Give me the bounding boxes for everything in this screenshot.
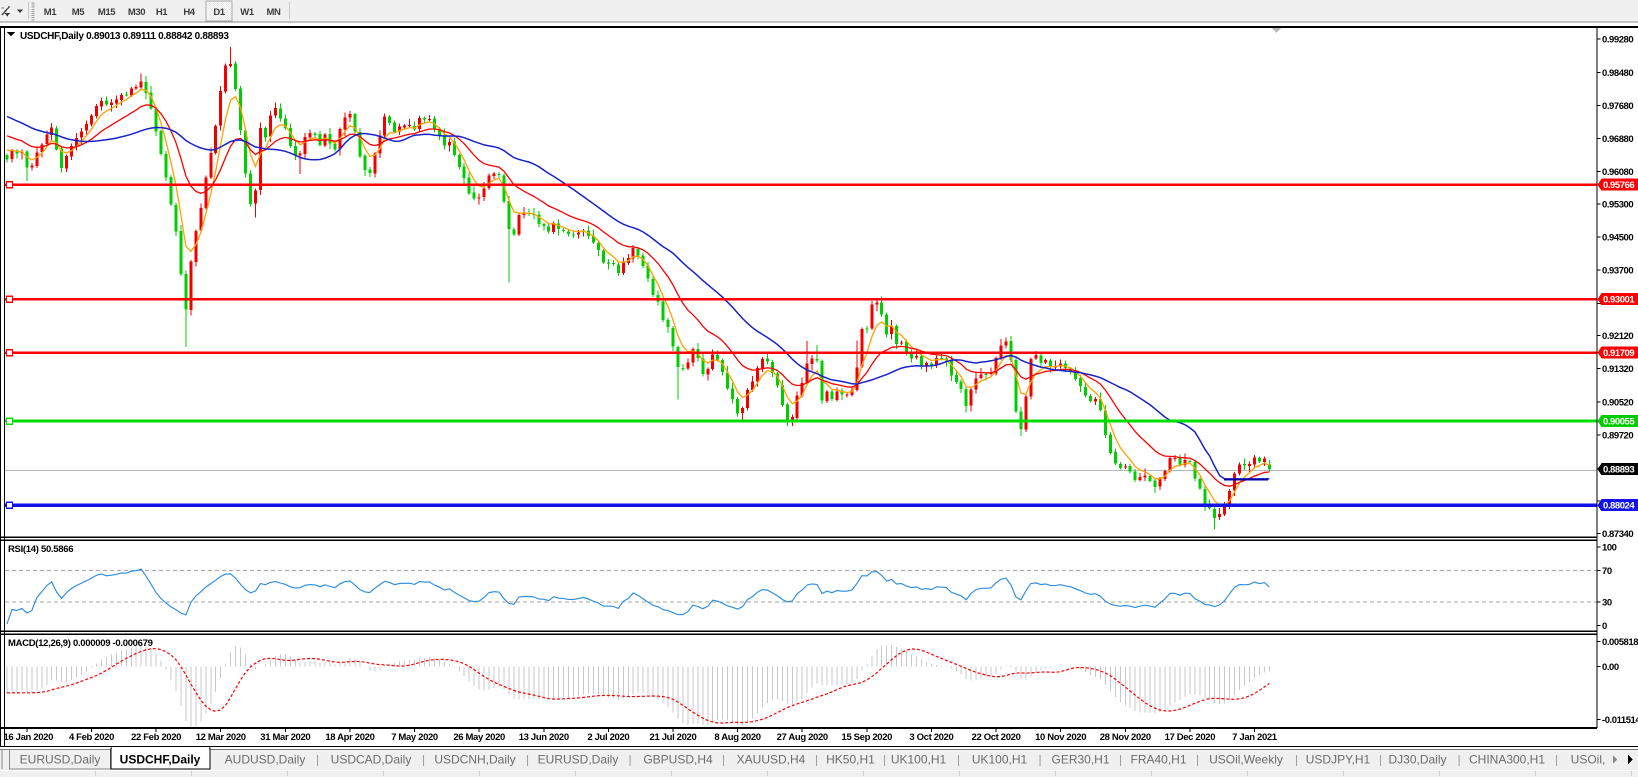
svg-text:0.97680: 0.97680 bbox=[1602, 101, 1633, 112]
svg-text:USDCHF,Daily: USDCHF,Daily bbox=[120, 753, 201, 767]
svg-text:100: 100 bbox=[1602, 543, 1617, 554]
svg-text:AUDUSD,Daily: AUDUSD,Daily bbox=[225, 753, 306, 767]
svg-text:|: | bbox=[422, 753, 425, 767]
svg-text:EURUSD,Daily: EURUSD,Daily bbox=[538, 753, 619, 767]
svg-text:0.99280: 0.99280 bbox=[1602, 35, 1633, 46]
svg-text:GBPUSD,H4: GBPUSD,H4 bbox=[643, 753, 713, 767]
svg-text:0.96880: 0.96880 bbox=[1602, 134, 1633, 145]
svg-text:XAUUSD,H4: XAUUSD,H4 bbox=[737, 753, 806, 767]
svg-text:-0.011514: -0.011514 bbox=[1602, 715, 1638, 726]
svg-text:HK50,H1: HK50,H1 bbox=[826, 753, 875, 767]
svg-text:|: | bbox=[316, 753, 319, 767]
svg-text:0.95300: 0.95300 bbox=[1602, 199, 1633, 210]
svg-text:0.93700: 0.93700 bbox=[1602, 266, 1633, 277]
svg-text:4 Feb 2020: 4 Feb 2020 bbox=[69, 732, 114, 743]
svg-text:FRA40,H1: FRA40,H1 bbox=[1130, 753, 1186, 767]
svg-text:0.005818: 0.005818 bbox=[1602, 637, 1638, 648]
svg-text:|: | bbox=[1196, 753, 1199, 767]
svg-text:CHINA300,H1: CHINA300,H1 bbox=[1469, 753, 1545, 767]
svg-text:28 Nov 2020: 28 Nov 2020 bbox=[1100, 732, 1151, 743]
svg-text:8 Aug 2020: 8 Aug 2020 bbox=[714, 732, 760, 743]
svg-text:13 Jun 2020: 13 Jun 2020 bbox=[519, 732, 569, 743]
svg-text:D1: D1 bbox=[213, 7, 225, 18]
svg-text:18 Apr 2020: 18 Apr 2020 bbox=[325, 732, 374, 743]
svg-text:30: 30 bbox=[1602, 597, 1612, 608]
svg-text:0.91709: 0.91709 bbox=[1603, 348, 1634, 359]
svg-text:M5: M5 bbox=[72, 7, 86, 18]
svg-text:2 Jul 2020: 2 Jul 2020 bbox=[587, 732, 629, 743]
svg-text:70: 70 bbox=[1602, 566, 1612, 577]
svg-text:|: | bbox=[628, 753, 631, 767]
svg-text:GER30,H1: GER30,H1 bbox=[1051, 753, 1109, 767]
svg-text:USDCNH,Daily: USDCNH,Daily bbox=[434, 753, 515, 767]
svg-text:UK100,H1: UK100,H1 bbox=[972, 753, 1028, 767]
svg-text:10 Nov 2020: 10 Nov 2020 bbox=[1035, 732, 1086, 743]
svg-text:UK100,H1: UK100,H1 bbox=[891, 753, 947, 767]
svg-text:0.93001: 0.93001 bbox=[1603, 295, 1635, 306]
svg-text:H1: H1 bbox=[156, 7, 168, 18]
svg-text:17 Dec 2020: 17 Dec 2020 bbox=[1165, 732, 1216, 743]
svg-text:15 Sep 2020: 15 Sep 2020 bbox=[842, 732, 893, 743]
svg-text:0: 0 bbox=[1602, 621, 1607, 632]
svg-text:|: | bbox=[1379, 753, 1382, 767]
svg-text:MN: MN bbox=[267, 7, 282, 18]
svg-text:0.92120: 0.92120 bbox=[1602, 331, 1633, 342]
svg-text:22 Oct 2020: 22 Oct 2020 bbox=[972, 732, 1021, 743]
svg-text:0.00: 0.00 bbox=[1602, 662, 1619, 673]
svg-text:H4: H4 bbox=[183, 7, 195, 18]
svg-text:0.90520: 0.90520 bbox=[1602, 397, 1633, 408]
svg-text:0.87340: 0.87340 bbox=[1602, 529, 1633, 540]
svg-text:MACD(12,26,9) 0.000009 -0.0006: MACD(12,26,9) 0.000009 -0.000679 bbox=[8, 638, 153, 649]
svg-text:DJ30,Daily: DJ30,Daily bbox=[1388, 753, 1446, 767]
svg-text:W1: W1 bbox=[240, 7, 255, 18]
svg-text:3 Oct 2020: 3 Oct 2020 bbox=[909, 732, 953, 743]
svg-text:0.88024: 0.88024 bbox=[1603, 501, 1635, 512]
svg-text:22 Feb 2020: 22 Feb 2020 bbox=[131, 732, 181, 743]
svg-text:USDJPY,H1: USDJPY,H1 bbox=[1306, 753, 1371, 767]
svg-text:|: | bbox=[815, 753, 818, 767]
svg-text:|: | bbox=[1457, 753, 1460, 767]
svg-text:USOil,: USOil, bbox=[1571, 753, 1606, 767]
svg-text:|: | bbox=[957, 753, 960, 767]
svg-text:16 Jan 2020: 16 Jan 2020 bbox=[4, 732, 54, 743]
svg-text:EURUSD,Daily: EURUSD,Daily bbox=[20, 753, 101, 767]
svg-text:12 Mar 2020: 12 Mar 2020 bbox=[196, 732, 246, 743]
svg-text:0.89720: 0.89720 bbox=[1602, 430, 1633, 441]
svg-text:|: | bbox=[1119, 753, 1122, 767]
svg-text:USDCAD,Daily: USDCAD,Daily bbox=[331, 753, 412, 767]
svg-text:26 May 2020: 26 May 2020 bbox=[453, 732, 505, 743]
svg-text:|: | bbox=[1555, 753, 1558, 767]
svg-text:|: | bbox=[1038, 753, 1041, 767]
svg-text:0.96080: 0.96080 bbox=[1602, 167, 1633, 178]
svg-text:M15: M15 bbox=[98, 7, 116, 18]
svg-text:USDCHF,Daily 0.89013 0.89111: USDCHF,Daily 0.89013 0.89111 0.88842 0.8… bbox=[20, 31, 229, 42]
svg-text:31 Mar 2020: 31 Mar 2020 bbox=[260, 732, 310, 743]
svg-text:M30: M30 bbox=[128, 7, 145, 18]
svg-text:7 May 2020: 7 May 2020 bbox=[391, 732, 438, 743]
svg-text:RSI(14) 50.5866: RSI(14) 50.5866 bbox=[8, 544, 73, 555]
svg-text:|: | bbox=[883, 753, 886, 767]
svg-text:USOil,Weekly: USOil,Weekly bbox=[1209, 753, 1283, 767]
svg-text:|: | bbox=[1295, 753, 1298, 767]
svg-text:0.98480: 0.98480 bbox=[1602, 68, 1633, 79]
svg-text:7 Jan 2021: 7 Jan 2021 bbox=[1232, 732, 1278, 743]
svg-text:21 Jul 2020: 21 Jul 2020 bbox=[650, 732, 697, 743]
svg-text:0.94500: 0.94500 bbox=[1602, 233, 1633, 244]
svg-text:0.91320: 0.91320 bbox=[1602, 364, 1633, 375]
svg-text:0.95766: 0.95766 bbox=[1603, 180, 1634, 191]
svg-text:|: | bbox=[526, 753, 529, 767]
svg-text:M1: M1 bbox=[44, 7, 58, 18]
svg-text:|: | bbox=[722, 753, 725, 767]
svg-text:0.88893: 0.88893 bbox=[1603, 465, 1634, 476]
svg-text:27 Aug 2020: 27 Aug 2020 bbox=[777, 732, 828, 743]
svg-text:0.90055: 0.90055 bbox=[1603, 417, 1635, 428]
